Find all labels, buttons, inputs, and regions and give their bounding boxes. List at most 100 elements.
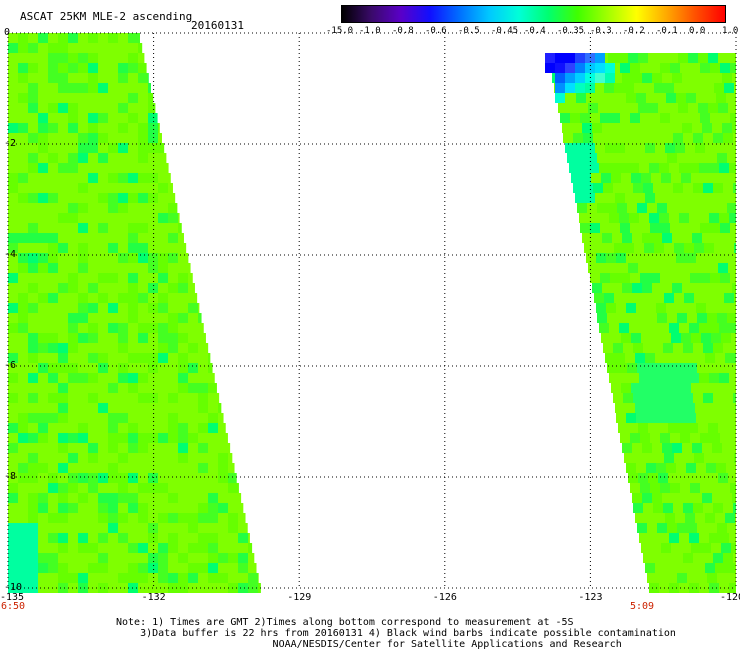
swath-cell	[188, 523, 198, 533]
swath-cell	[238, 583, 248, 593]
swath-cell	[660, 113, 670, 123]
swath-cell	[78, 513, 88, 523]
swath-cell	[78, 93, 88, 103]
swath-cell	[18, 283, 28, 293]
swath-cell	[714, 453, 724, 463]
swath-cell	[128, 183, 138, 193]
swath-cell	[148, 373, 158, 383]
swath-cell	[608, 53, 618, 63]
swath-cell	[88, 73, 98, 83]
swath-cell	[28, 63, 38, 73]
swath-cell	[700, 273, 710, 283]
swath-cell	[188, 553, 198, 563]
swath-cell	[68, 73, 78, 83]
swath-cell	[697, 313, 707, 323]
swath-cell	[629, 373, 639, 383]
swath-cell	[78, 203, 88, 213]
swath-cell	[118, 473, 128, 483]
swath-cell	[158, 393, 168, 403]
swath-cell	[670, 483, 680, 493]
swath-cell	[38, 583, 48, 593]
swath-cell	[128, 263, 138, 273]
swath-cell	[48, 443, 58, 453]
swath-cell	[693, 553, 703, 563]
swath-cell	[38, 483, 48, 493]
swath-cell	[218, 523, 228, 533]
swath-cell	[8, 353, 18, 363]
swath-cell	[28, 43, 38, 53]
swath-cell	[28, 453, 38, 463]
swath-cell	[128, 83, 138, 93]
swath-cell	[138, 383, 148, 393]
swath-cell	[138, 453, 148, 463]
swath-cell	[98, 93, 108, 103]
swath-cell	[188, 283, 195, 293]
swath-cell	[188, 413, 198, 423]
swath-cell	[667, 203, 677, 213]
swath-cell	[618, 423, 628, 433]
swath-cell	[138, 203, 148, 213]
swath-cell	[88, 253, 98, 263]
swath-cell	[613, 393, 623, 403]
swath-cell	[228, 573, 238, 583]
swath-cell	[128, 103, 138, 113]
swath-cell	[674, 83, 684, 93]
y-axis-label: -10	[4, 582, 23, 593]
swath-cell	[690, 433, 700, 443]
swath-cell	[652, 73, 662, 83]
swath-cell	[48, 93, 58, 103]
swath-cell	[98, 63, 108, 73]
swath-cell	[148, 173, 158, 183]
swath-cell	[18, 383, 28, 393]
swath-cell	[598, 103, 608, 113]
swath-cell	[88, 33, 98, 43]
swath-cell	[48, 393, 58, 403]
swath-cell	[713, 553, 723, 563]
swath-cell	[597, 153, 607, 163]
swath-cell	[727, 523, 736, 533]
swath-cell	[118, 513, 128, 523]
swath-cell	[8, 113, 18, 123]
swath-cell	[138, 323, 148, 333]
swath-cell	[188, 433, 198, 443]
swath-cell	[621, 383, 631, 393]
swath-cell	[88, 313, 98, 323]
swath-cell	[665, 403, 675, 413]
swath-cell	[58, 283, 68, 293]
swath-cell	[38, 223, 48, 233]
swath-cell	[178, 213, 180, 223]
swath-cell	[704, 293, 714, 303]
swath-cell	[68, 43, 78, 53]
swath-cell	[679, 213, 689, 223]
swath-cell	[128, 523, 138, 533]
swath-cell	[188, 503, 198, 513]
swath-cell	[607, 363, 617, 373]
swath-cell	[637, 313, 647, 323]
swath-cell	[28, 193, 38, 203]
swath-cell	[128, 403, 138, 413]
swath-cell	[653, 503, 663, 513]
swath-cell	[18, 433, 28, 443]
swath-cell	[693, 393, 703, 403]
swath-cell	[605, 353, 615, 363]
swath-cell	[78, 113, 88, 123]
swath-cell	[108, 293, 118, 303]
swath-cell	[567, 153, 577, 163]
swath-cell	[678, 53, 688, 63]
swath-cell	[68, 463, 78, 473]
swath-cell	[665, 513, 675, 523]
swath-cell	[78, 493, 88, 503]
swath-cell	[683, 393, 693, 403]
swath-cell	[218, 393, 220, 403]
swath-cell	[178, 463, 188, 473]
swath-cell	[118, 493, 128, 503]
swath-cell	[659, 163, 669, 173]
swath-cell	[717, 363, 727, 373]
swath-cell	[38, 103, 48, 113]
swath-cell	[108, 563, 118, 573]
swath-cell	[158, 253, 168, 263]
swath-cell	[712, 123, 722, 133]
swath-cell	[18, 543, 28, 553]
swath-cell	[218, 453, 228, 463]
swath-cell	[168, 323, 178, 333]
